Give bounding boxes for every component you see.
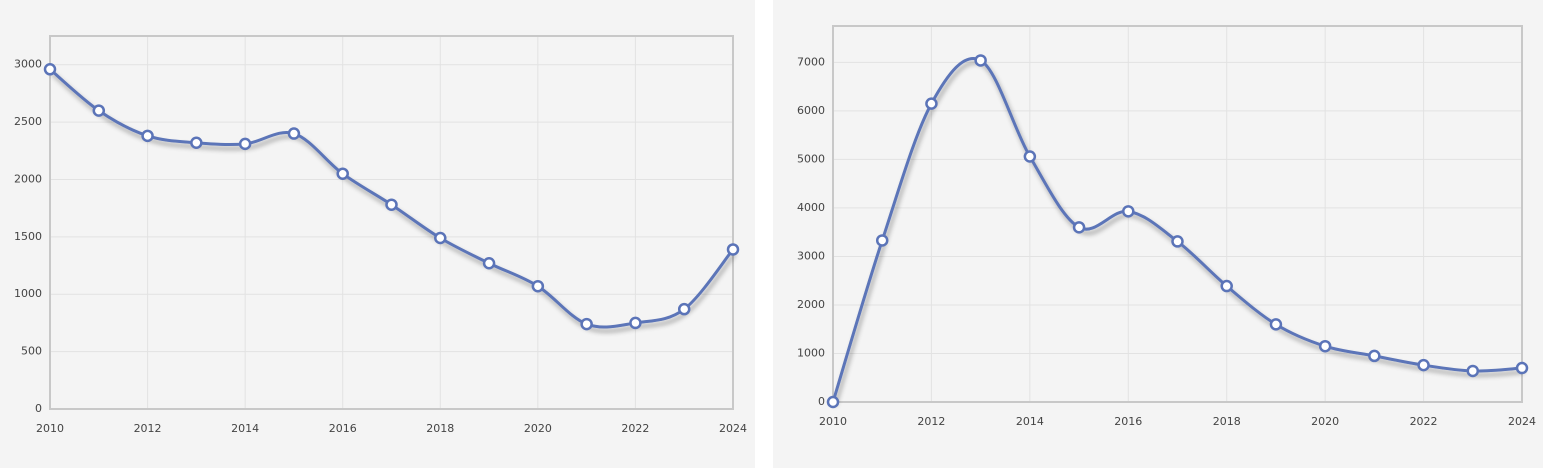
point — [1023, 150, 1037, 163]
point — [482, 256, 496, 270]
x-tick-label: 2012 — [917, 415, 945, 428]
point — [287, 127, 301, 140]
y-tick-label: 0 — [35, 402, 42, 415]
y-tick-label: 2000 — [797, 298, 825, 311]
y-tick-label: 2500 — [14, 115, 42, 128]
y-tick-label: 1500 — [14, 230, 42, 243]
point — [1269, 318, 1283, 331]
y-tick-label: 3000 — [14, 58, 42, 71]
point — [1515, 361, 1529, 375]
point — [238, 137, 252, 151]
point — [629, 316, 642, 330]
x-tick-label: 2020 — [1311, 415, 1339, 428]
point — [434, 231, 447, 245]
point — [726, 243, 740, 256]
x-tick-label: 2024 — [719, 422, 747, 435]
point — [1466, 364, 1480, 378]
y-tick-label: 3000 — [797, 249, 825, 262]
point — [1122, 205, 1135, 218]
point — [875, 234, 889, 247]
point — [92, 104, 106, 117]
x-tick-label: 2014 — [1016, 415, 1044, 428]
line — [831, 57, 1523, 403]
x-tick-label: 2016 — [1114, 415, 1142, 428]
y-tick-label: 5000 — [797, 152, 825, 165]
point — [925, 97, 938, 110]
point — [826, 395, 840, 409]
point — [1368, 349, 1381, 363]
x-tick-label: 2012 — [134, 422, 162, 435]
point — [1072, 221, 1086, 234]
y-tick-label: 6000 — [797, 104, 825, 117]
point — [43, 63, 57, 76]
x-tick-label: 2018 — [426, 422, 454, 435]
plot-area — [50, 36, 733, 409]
point — [190, 136, 203, 149]
plot-area — [833, 26, 1522, 402]
point — [677, 302, 691, 316]
x-tick-label: 2010 — [36, 422, 64, 435]
x-tick-label: 2022 — [621, 422, 649, 435]
point — [531, 279, 545, 293]
x-tick-label: 2014 — [231, 422, 259, 435]
point — [1417, 358, 1430, 372]
y-tick-label: 0 — [818, 395, 825, 408]
point — [385, 198, 398, 211]
y-tick-label: 7000 — [797, 55, 825, 68]
point — [1318, 339, 1332, 353]
point — [141, 129, 154, 143]
plot-border — [832, 25, 1523, 403]
point — [580, 317, 593, 331]
x-tick-label: 2022 — [1410, 415, 1438, 428]
y-tick-label: 2000 — [14, 172, 42, 185]
x-tick-label: 2016 — [329, 422, 357, 435]
point — [336, 167, 349, 180]
y-tick-label: 1000 — [797, 346, 825, 359]
y-tick-label: 500 — [21, 345, 42, 358]
x-tick-label: 2024 — [1508, 415, 1536, 428]
y-tick-label: 4000 — [797, 201, 825, 214]
point — [974, 54, 987, 67]
point — [1220, 279, 1233, 293]
y-tick-label: 1000 — [14, 287, 42, 300]
x-tick-label: 2010 — [819, 415, 847, 428]
plot-border — [49, 35, 734, 410]
point — [1171, 235, 1184, 248]
x-tick-label: 2018 — [1213, 415, 1241, 428]
x-tick-label: 2020 — [524, 422, 552, 435]
